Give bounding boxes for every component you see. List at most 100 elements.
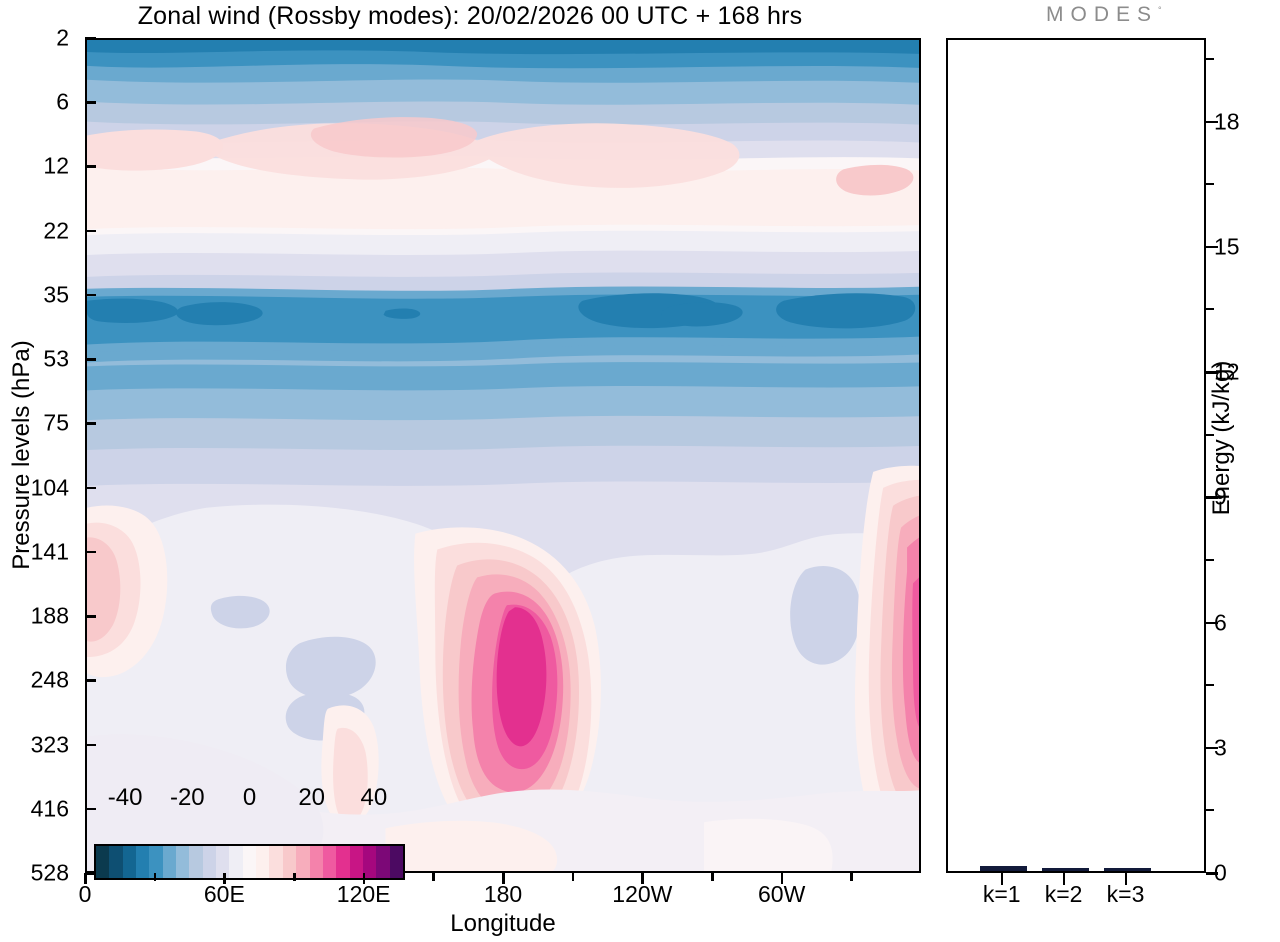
x-tick-label-120W: 120W	[612, 881, 673, 907]
right-minor-tick	[1206, 809, 1214, 812]
y-tick-35	[85, 293, 96, 297]
colorbar-swatch-11	[242, 846, 257, 878]
k-label-k3: k=3	[1106, 881, 1145, 907]
y-tick-75	[85, 422, 96, 425]
colorbar-swatch-22	[389, 846, 403, 878]
colorbar-label-20: 20	[298, 784, 326, 811]
y-tick-104	[85, 486, 96, 490]
colorbar-swatch-18	[336, 846, 350, 878]
colorbar-swatch-12	[256, 846, 270, 878]
colorbar-swatch-13	[269, 846, 283, 878]
y-tick-label-141: 141	[30, 538, 69, 565]
x-tick-120W	[641, 873, 644, 884]
energy-bars	[948, 40, 1204, 871]
y-tick-label-323: 323	[30, 731, 69, 758]
y-tick-188	[85, 615, 96, 618]
colorbar-label-0: 0	[242, 784, 257, 811]
x-tick-60E	[223, 873, 226, 884]
colorbar-swatch-5	[162, 846, 177, 878]
colorbar-swatch-7	[189, 846, 203, 878]
energy-bar-k2	[1042, 868, 1090, 871]
y-axis-title: Pressure levels (hPa)	[8, 340, 35, 570]
y-tick-248	[85, 679, 96, 682]
colorbar-swatch-6	[176, 846, 190, 878]
right-tick-label-0: 0	[1214, 859, 1227, 886]
colorbar-swatch-9	[216, 846, 230, 878]
right-tick-label-15: 15	[1214, 233, 1240, 260]
colorbar-swatch-17	[322, 846, 337, 878]
colorbar-swatch-19	[349, 846, 363, 878]
x-minor-tick	[850, 873, 853, 881]
colorbar-swatch-20	[362, 846, 377, 878]
energy-bar-k3	[1104, 868, 1152, 871]
x-tick-label-60W: 60W	[758, 881, 806, 907]
colorbar-swatches	[94, 844, 405, 880]
colorbar-swatch-2	[122, 846, 137, 878]
colorbar-swatch-10	[229, 846, 243, 878]
right-tick-3	[1206, 746, 1218, 750]
y-tick-label-22: 22	[43, 217, 69, 244]
colorbar-swatch-1	[109, 846, 123, 878]
y-tick-label-528: 528	[30, 859, 69, 886]
watermark-text: MODES	[1046, 3, 1159, 26]
right-minor-tick	[1206, 684, 1214, 687]
x-tick-label-120E: 120E	[336, 881, 391, 907]
contour-field	[87, 40, 919, 871]
x-tick-label-60E: 60E	[203, 881, 245, 907]
right-tick-6	[1206, 621, 1218, 624]
x-tick-180	[502, 873, 505, 884]
right-minor-tick	[1206, 558, 1214, 561]
y-tick-label-12: 12	[43, 152, 69, 179]
colorbar-swatch-21	[376, 846, 390, 878]
y-tick-141	[85, 550, 96, 554]
right-tick-12	[1206, 371, 1218, 374]
x-tick-0	[84, 873, 87, 884]
page-title: Zonal wind (Rossby modes): 20/02/2026 00…	[137, 2, 803, 30]
x-tick-120E	[362, 873, 366, 884]
y-tick-label-188: 188	[30, 602, 69, 629]
y-tick-53	[85, 358, 96, 361]
k-label-k1: k=1	[982, 881, 1021, 907]
colorbar-swatch-8	[202, 846, 217, 878]
y-tick-22	[85, 229, 96, 233]
k-tick-k1	[1000, 873, 1004, 885]
colorbar-label--40: -40	[107, 784, 143, 811]
x-tick-label-0: 0	[78, 881, 92, 907]
y-tick-label-35: 35	[43, 281, 69, 308]
right-tick-label-18: 18	[1214, 108, 1240, 134]
k-tick-k2	[1062, 873, 1066, 885]
x-tick-label-180: 180	[483, 881, 523, 907]
colorbar-swatch-3	[136, 846, 150, 878]
right-tick-label-3: 3	[1214, 734, 1227, 761]
colorbar-swatch-14	[282, 846, 297, 878]
right-minor-tick	[1206, 57, 1214, 60]
x-axis-title: Longitude	[450, 910, 556, 937]
y-tick-323	[85, 743, 96, 747]
x-minor-tick	[711, 873, 714, 881]
k-tick-k3	[1124, 873, 1128, 885]
y-tick-label-416: 416	[30, 795, 69, 822]
y-tick-label-6: 6	[56, 88, 69, 115]
modes-watermark: MODES°	[1046, 3, 1162, 27]
x-minor-tick	[432, 873, 435, 881]
k-label-k2: k=2	[1044, 881, 1083, 907]
y-tick-2	[85, 37, 96, 40]
x-tick-60W	[780, 873, 784, 884]
colorbar-swatch-16	[309, 846, 323, 878]
right-tick-label-9: 9	[1214, 483, 1227, 510]
colorbar-label-40: 40	[360, 784, 388, 811]
x-minor-tick	[571, 873, 575, 881]
right-tick-label-12: 12	[1214, 358, 1240, 385]
colorbar-swatch-0	[96, 846, 110, 878]
right-tick-18	[1206, 120, 1218, 123]
colorbar-swatch-4	[149, 846, 163, 878]
energy-bar-k1	[980, 866, 1028, 871]
y-tick-416	[85, 807, 96, 811]
y-tick-6	[85, 101, 96, 104]
x-minor-tick	[293, 873, 296, 881]
x-minor-tick	[153, 873, 157, 881]
colorbar	[94, 818, 405, 880]
y-tick-528	[85, 872, 96, 875]
energy-plot-panel	[946, 38, 1206, 873]
